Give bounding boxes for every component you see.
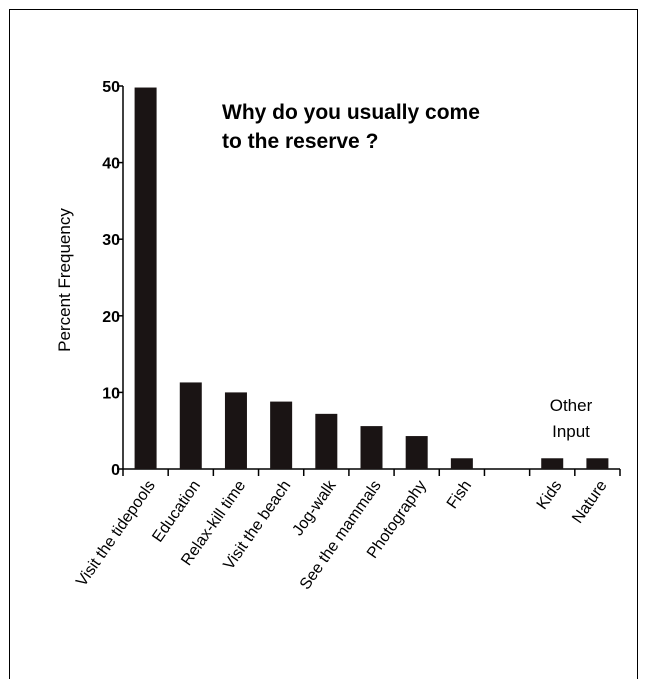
bar: [586, 458, 609, 469]
bar: [450, 458, 473, 469]
bars-group: [134, 87, 609, 470]
y-tick-label: 50: [102, 79, 120, 96]
x-tick-label: Nature: [569, 477, 611, 526]
chart-frame: [9, 9, 638, 679]
x-tick-label: See the mammals: [297, 478, 385, 593]
bar: [179, 382, 202, 469]
y-tick-label: 20: [102, 309, 120, 326]
other-input-label-line-2: Input: [552, 422, 590, 441]
x-tick-label: Visit the tidepools: [73, 478, 159, 590]
x-tick-label: Fish: [444, 478, 475, 513]
y-axis-label: Percent Frequency: [55, 208, 74, 352]
bar: [360, 426, 383, 469]
y-tick-label: 40: [102, 156, 120, 173]
bar: [541, 458, 564, 469]
bar: [405, 436, 428, 469]
y-tick-label: 30: [102, 232, 120, 249]
bar: [270, 401, 293, 469]
y-tick-label: 10: [102, 385, 120, 402]
x-tick-label: Kids: [534, 478, 566, 513]
bar: [224, 392, 247, 469]
chart-title-line-1: Why do you usually come: [222, 101, 480, 124]
bar: [315, 413, 338, 469]
other-input-label-line-1: Other: [550, 396, 593, 415]
chart-title-line-2: to the reserve ?: [222, 130, 378, 153]
y-tick-label: 0: [111, 462, 120, 479]
x-tick-label: Jog-walk: [289, 477, 340, 539]
bar: [134, 87, 157, 470]
